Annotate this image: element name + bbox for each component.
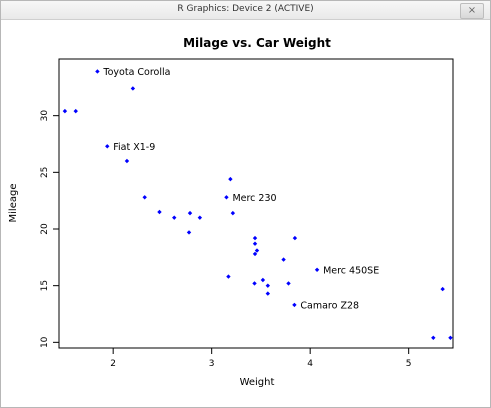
point-label: Camaro Z28 bbox=[300, 300, 359, 311]
window-title: R Graphics: Device 2 (ACTIVE) bbox=[177, 4, 314, 14]
data-point bbox=[187, 210, 193, 216]
x-tick-label: 2 bbox=[110, 359, 116, 369]
data-point bbox=[254, 248, 260, 253]
chart-title: Milage vs. Car Weight bbox=[183, 36, 331, 50]
data-point bbox=[260, 277, 266, 283]
data-point bbox=[431, 335, 436, 340]
scatter-chart: Milage vs. Car Weight 2 3 4 5 10 15 20 25 30 To… bbox=[8, 36, 454, 388]
x-axis: 2 3 4 5 bbox=[110, 348, 412, 369]
point-label: Toyota Corolla bbox=[102, 67, 170, 78]
point-label: Merc 230 bbox=[232, 193, 276, 204]
data-point bbox=[142, 195, 147, 200]
title-bar[interactable]: R Graphics: Device 2 (ACTIVE) × bbox=[1, 1, 490, 20]
point-labels: Toyota Corolla Fiat X1-9 Merc 230 Camaro Z2… bbox=[102, 67, 379, 311]
x-tick-label: 3 bbox=[209, 359, 215, 369]
data-point bbox=[292, 302, 297, 308]
data-point bbox=[186, 230, 192, 235]
y-tick-label: 30 bbox=[40, 110, 50, 122]
data-point bbox=[226, 274, 231, 279]
x-tick-label: 4 bbox=[307, 359, 313, 369]
data-point bbox=[252, 241, 258, 246]
data-point bbox=[172, 215, 177, 220]
data-point bbox=[286, 281, 291, 286]
data-point bbox=[197, 215, 203, 220]
data-point bbox=[265, 283, 271, 288]
x-axis-label: Weight bbox=[240, 377, 275, 388]
data-point bbox=[95, 69, 100, 74]
data-point bbox=[73, 108, 78, 114]
close-button[interactable]: × bbox=[460, 3, 484, 19]
data-point bbox=[228, 176, 233, 182]
y-tick-label: 10 bbox=[40, 336, 50, 348]
data-point bbox=[130, 86, 136, 91]
data-point bbox=[105, 144, 110, 149]
plot-frame bbox=[58, 58, 454, 349]
y-tick-label: 25 bbox=[40, 167, 50, 178]
y-tick-label: 15 bbox=[40, 280, 50, 291]
data-point bbox=[265, 291, 271, 296]
data-point bbox=[252, 251, 258, 257]
data-point bbox=[157, 209, 162, 215]
point-label: Merc 450SE bbox=[323, 265, 379, 276]
data-point bbox=[224, 195, 229, 200]
x-tick-label: 5 bbox=[406, 359, 412, 369]
point-label: Fiat X1-9 bbox=[113, 142, 155, 153]
data-point bbox=[448, 335, 453, 340]
data-point bbox=[292, 235, 298, 241]
data-point bbox=[314, 267, 320, 272]
data-point bbox=[230, 210, 236, 216]
y-tick-label: 20 bbox=[40, 223, 50, 235]
data-point bbox=[62, 108, 68, 114]
data-point bbox=[252, 235, 258, 241]
data-point bbox=[252, 281, 257, 286]
data-point bbox=[124, 158, 130, 164]
y-axis: 10 15 20 25 30 bbox=[40, 110, 59, 348]
data-point bbox=[440, 286, 445, 292]
y-axis-label: Mileage bbox=[8, 184, 19, 223]
data-point bbox=[281, 257, 286, 262]
data-points bbox=[62, 69, 453, 340]
